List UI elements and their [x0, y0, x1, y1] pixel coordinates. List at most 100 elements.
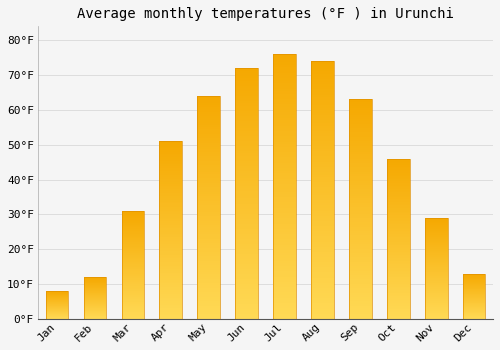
Bar: [122, 254, 144, 255]
Bar: [273, 181, 296, 184]
Bar: [273, 195, 296, 197]
Bar: [236, 71, 258, 73]
Bar: [84, 297, 106, 298]
Bar: [198, 245, 220, 247]
Bar: [198, 178, 220, 181]
Bar: [425, 275, 448, 276]
Bar: [160, 278, 182, 280]
Bar: [425, 288, 448, 289]
Bar: [311, 296, 334, 298]
Bar: [273, 65, 296, 68]
Bar: [311, 185, 334, 187]
Bar: [122, 279, 144, 280]
Bar: [273, 242, 296, 245]
Bar: [236, 111, 258, 113]
Bar: [349, 258, 372, 260]
Bar: [349, 308, 372, 310]
Bar: [387, 191, 409, 192]
Bar: [122, 225, 144, 226]
Bar: [198, 169, 220, 172]
Bar: [236, 211, 258, 213]
Bar: [349, 266, 372, 268]
Bar: [425, 268, 448, 270]
Bar: [349, 233, 372, 236]
Bar: [198, 294, 220, 296]
Bar: [160, 292, 182, 294]
Bar: [311, 306, 334, 309]
Bar: [462, 299, 485, 300]
Bar: [311, 77, 334, 79]
Bar: [349, 297, 372, 299]
Bar: [462, 290, 485, 291]
Bar: [425, 278, 448, 279]
Bar: [198, 141, 220, 143]
Bar: [387, 199, 409, 200]
Bar: [160, 216, 182, 218]
Bar: [236, 128, 258, 131]
Bar: [349, 165, 372, 167]
Bar: [160, 246, 182, 248]
Bar: [160, 203, 182, 205]
Bar: [311, 90, 334, 92]
Bar: [425, 249, 448, 250]
Bar: [462, 318, 485, 319]
Bar: [198, 317, 220, 319]
Bar: [349, 159, 372, 161]
Bar: [273, 239, 296, 242]
Bar: [273, 311, 296, 314]
Bar: [236, 176, 258, 178]
Bar: [236, 309, 258, 312]
Bar: [84, 293, 106, 294]
Bar: [462, 289, 485, 290]
Bar: [349, 312, 372, 315]
Bar: [462, 316, 485, 317]
Bar: [425, 313, 448, 314]
Bar: [160, 195, 182, 196]
Bar: [160, 170, 182, 172]
Bar: [160, 276, 182, 278]
Bar: [236, 86, 258, 88]
Bar: [425, 244, 448, 245]
Bar: [273, 202, 296, 205]
Bar: [160, 209, 182, 210]
Bar: [122, 236, 144, 237]
Bar: [425, 281, 448, 282]
Bar: [387, 296, 409, 298]
Bar: [311, 164, 334, 167]
Bar: [122, 219, 144, 220]
Bar: [311, 149, 334, 151]
Bar: [122, 276, 144, 277]
Bar: [198, 296, 220, 299]
Bar: [160, 196, 182, 198]
Bar: [273, 237, 296, 239]
Bar: [462, 310, 485, 311]
Bar: [198, 96, 220, 98]
Bar: [236, 239, 258, 241]
Bar: [273, 118, 296, 120]
Bar: [349, 130, 372, 132]
Bar: [387, 301, 409, 303]
Bar: [311, 309, 334, 311]
Bar: [198, 306, 220, 308]
Bar: [198, 190, 220, 192]
Bar: [387, 247, 409, 248]
Bar: [462, 308, 485, 309]
Bar: [349, 227, 372, 229]
Bar: [198, 281, 220, 283]
Bar: [349, 150, 372, 152]
Bar: [198, 241, 220, 243]
Bar: [198, 103, 220, 105]
Bar: [349, 295, 372, 297]
Bar: [236, 166, 258, 168]
Bar: [160, 180, 182, 182]
Bar: [349, 124, 372, 126]
Bar: [198, 194, 220, 196]
Bar: [387, 260, 409, 261]
Bar: [425, 245, 448, 246]
Bar: [425, 266, 448, 267]
Bar: [349, 277, 372, 279]
Bar: [425, 238, 448, 239]
Bar: [122, 308, 144, 309]
Bar: [160, 308, 182, 310]
Bar: [236, 181, 258, 183]
